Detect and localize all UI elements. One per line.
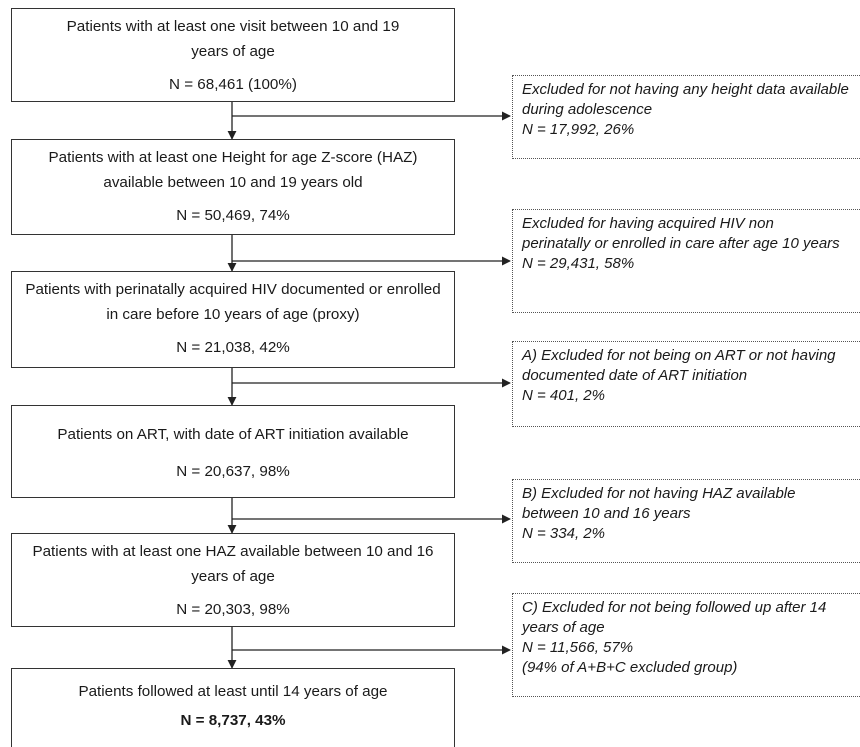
- flow-box-haz-10-16: Patients with at least one HAZ available…: [11, 533, 455, 627]
- exclusion-text: C) Excluded for not being followed up af…: [522, 599, 827, 636]
- flow-box-perinatal-hiv: Patients with perinatally acquired HIV d…: [11, 271, 455, 368]
- flow-box-count: N = 21,038, 42%: [176, 339, 290, 356]
- exclusion-box-not-followed: C) Excluded for not being followed up af…: [512, 593, 860, 697]
- flow-box-text: Patients with at least one HAZ available…: [32, 543, 434, 585]
- exclusion-box-no-haz-10-16: B) Excluded for not having HAZ available…: [512, 479, 860, 563]
- exclusion-box-no-height: Excluded for not having any height data …: [512, 75, 860, 159]
- exclusion-count: N = 17,992, 26%: [522, 121, 635, 138]
- exclusion-count: N = 334, 2%: [522, 525, 605, 542]
- exclusion-box-non-perinatal: Excluded for having acquired HIV non per…: [512, 209, 860, 313]
- flow-box-count: N = 8,737, 43%: [180, 712, 286, 729]
- flow-box-on-art: Patients on ART, with date of ART initia…: [11, 405, 455, 498]
- flow-box-haz-available: Patients with at least one Height for ag…: [11, 139, 455, 235]
- flow-box-count: N = 20,637, 98%: [176, 463, 290, 480]
- exclusion-box-not-on-art: A) Excluded for not being on ART or not …: [512, 341, 860, 427]
- exclusion-text: Excluded for having acquired HIV non per…: [522, 215, 840, 252]
- exclusion-text: Excluded for not having any height data …: [522, 81, 849, 118]
- flow-box-text: Patients with perinatally acquired HIV d…: [25, 281, 441, 323]
- flow-box-text: Patients with at least one Height for ag…: [48, 149, 418, 191]
- flow-box-text: Patients followed at least until 14 year…: [78, 683, 388, 700]
- flow-box-followed-14: Patients followed at least until 14 year…: [11, 668, 455, 747]
- flow-box-count: N = 68,461 (100%): [169, 76, 297, 93]
- exclusion-text: B) Excluded for not having HAZ available…: [522, 485, 796, 522]
- flow-box-text: Patients with at least one visit between…: [66, 18, 400, 60]
- flow-box-all-visits: Patients with at least one visit between…: [11, 8, 455, 102]
- exclusion-text: A) Excluded for not being on ART or not …: [522, 347, 836, 384]
- flow-box-count: N = 20,303, 98%: [176, 601, 290, 618]
- flow-box-count: N = 50,469, 74%: [176, 207, 290, 224]
- exclusion-count: N = 11,566, 57%: [522, 639, 634, 656]
- exclusion-count: N = 401, 2%: [522, 387, 605, 404]
- flow-box-text: Patients on ART, with date of ART initia…: [57, 426, 409, 443]
- exclusion-count: N = 29,431, 58%: [522, 255, 635, 272]
- exclusion-note: (94% of A+B+C excluded group): [522, 659, 738, 676]
